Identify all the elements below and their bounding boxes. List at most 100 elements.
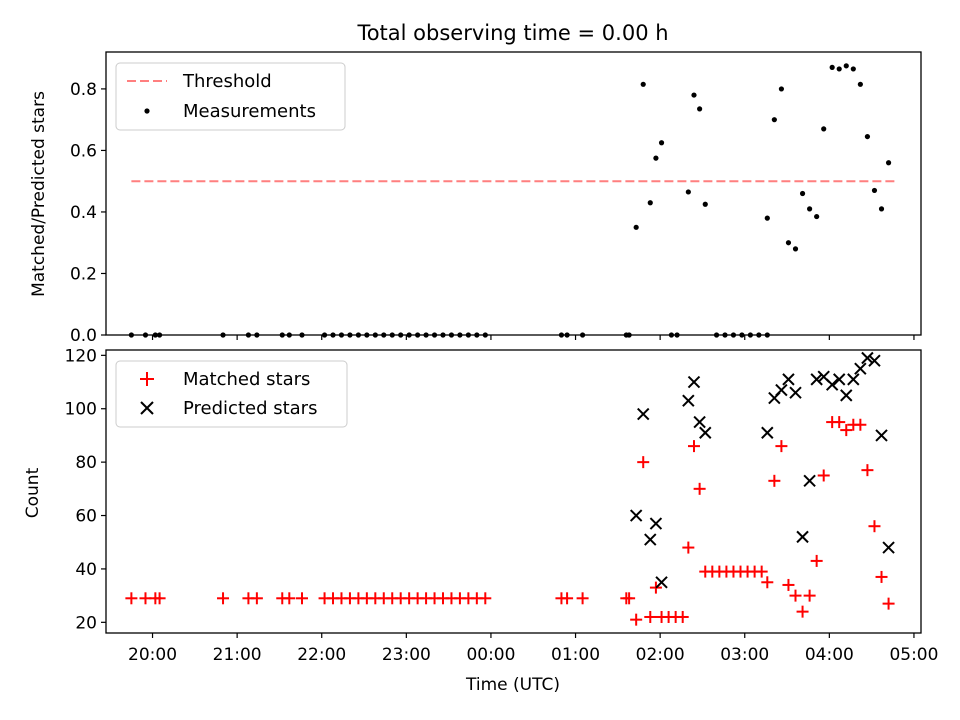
bottom-legend: Matched stars Predicted stars bbox=[115, 360, 348, 428]
bottom-y-tick-label: 60 bbox=[75, 507, 97, 527]
measurement-point bbox=[640, 81, 646, 87]
matched-star-point bbox=[840, 424, 853, 437]
matched-star-point bbox=[775, 440, 788, 453]
predicted-star-point bbox=[761, 426, 774, 439]
matched-star-point bbox=[682, 541, 695, 554]
matched-star-point bbox=[644, 610, 657, 623]
top-plot-frame bbox=[105, 51, 922, 336]
matched-star-point bbox=[630, 613, 643, 626]
measurement-point bbox=[871, 187, 878, 194]
measurement-point bbox=[771, 117, 777, 123]
legend-measurements-label: Measurements bbox=[183, 101, 316, 122]
measurement-point bbox=[647, 200, 653, 206]
matched-star-point bbox=[796, 605, 809, 618]
matched-star-point bbox=[576, 592, 589, 605]
x-tick-label: 04:00 bbox=[805, 645, 854, 665]
matched-star-point bbox=[623, 592, 636, 605]
matched-stars-points bbox=[125, 416, 895, 626]
predicted-star-point bbox=[882, 541, 895, 554]
bottom-y-ticks: 20 40 60 80 100 120 bbox=[65, 346, 106, 633]
bottom-plot-frame bbox=[105, 349, 922, 634]
matched-star-point bbox=[789, 589, 802, 602]
matched-star-point bbox=[755, 565, 768, 578]
predicted-star-point bbox=[655, 576, 668, 589]
measurement-point bbox=[864, 133, 871, 140]
measurement-point bbox=[878, 206, 885, 212]
predicted-star-point bbox=[644, 533, 657, 546]
matched-star-point bbox=[861, 464, 874, 477]
measurement-point bbox=[814, 213, 820, 220]
legend-threshold-label: Threshold bbox=[182, 71, 272, 92]
matched-star-point bbox=[676, 610, 689, 623]
legend-matched-swatch bbox=[140, 372, 154, 386]
matched-star-point bbox=[283, 592, 296, 605]
legend-predicted-label: Predicted stars bbox=[183, 398, 317, 419]
top-legend: Threshold Measurements bbox=[115, 62, 346, 131]
top-y-tick-label: 0.8 bbox=[70, 80, 97, 100]
bottom-y-axis-label: Count bbox=[23, 467, 43, 518]
top-y-axis-label: Matched/Predicted stars bbox=[29, 91, 49, 297]
predicted-star-point bbox=[637, 407, 650, 421]
legend-measurements-swatch bbox=[144, 108, 150, 114]
predicted-star-point bbox=[629, 509, 643, 522]
matched-star-point bbox=[768, 474, 781, 487]
bottom-x-ticks: 20:00 21:00 22:00 23:00 00:00 01:00 02:00 03:00… bbox=[128, 633, 938, 665]
top-y-tick-label: 0.6 bbox=[70, 141, 97, 161]
predicted-star-point bbox=[861, 351, 874, 365]
measurement-point bbox=[829, 64, 835, 70]
matched-star-point bbox=[817, 469, 830, 482]
x-axis-label: Time (UTC) bbox=[465, 675, 560, 695]
matched-star-point bbox=[868, 520, 881, 533]
bottom-y-tick-label: 80 bbox=[75, 453, 97, 473]
measurement-point bbox=[653, 155, 659, 161]
top-y-ticks: 0.0 0.2 0.4 0.6 0.8 bbox=[70, 80, 106, 346]
matched-star-point bbox=[153, 592, 166, 605]
predicted-star-point bbox=[687, 375, 701, 389]
matched-star-point bbox=[250, 592, 263, 605]
x-tick-label: 20:00 bbox=[128, 645, 177, 665]
measurement-point bbox=[807, 206, 813, 212]
matched-star-point bbox=[693, 482, 706, 495]
x-tick-label: 22:00 bbox=[297, 645, 346, 665]
matched-star-point bbox=[217, 592, 230, 605]
predicted-star-point bbox=[782, 373, 795, 386]
measurement-point bbox=[792, 246, 799, 252]
measurement-point bbox=[785, 240, 792, 246]
legend-predicted-swatch bbox=[140, 401, 154, 415]
matched-star-point bbox=[479, 592, 492, 605]
measurement-point bbox=[702, 201, 708, 207]
measurement-point bbox=[885, 160, 892, 166]
predicted-star-point bbox=[840, 389, 853, 402]
predicted-star-point bbox=[875, 429, 888, 442]
x-tick-label: 01:00 bbox=[551, 645, 600, 665]
predicted-star-point bbox=[693, 415, 706, 429]
x-tick-label: 23:00 bbox=[382, 645, 431, 665]
predicted-star-point bbox=[796, 530, 809, 544]
top-y-tick-label: 0.0 bbox=[70, 326, 97, 346]
measurement-point bbox=[778, 86, 785, 92]
top-y-tick-label: 0.4 bbox=[70, 203, 97, 223]
measurement-point bbox=[697, 106, 703, 112]
top-legend-box bbox=[115, 62, 346, 131]
x-tick-label: 02:00 bbox=[636, 645, 685, 665]
x-tick-label: 05:00 bbox=[889, 645, 938, 665]
measurement-point bbox=[850, 66, 856, 72]
matched-star-point bbox=[882, 597, 895, 610]
predicted-stars-points bbox=[629, 351, 895, 589]
measurement-point bbox=[857, 81, 863, 87]
matched-star-point bbox=[125, 592, 138, 605]
measurement-point bbox=[836, 66, 842, 72]
measurement-point bbox=[633, 224, 639, 230]
bottom-y-tick-label: 100 bbox=[65, 400, 97, 420]
predicted-star-point bbox=[810, 373, 823, 386]
predicted-star-point bbox=[803, 474, 816, 488]
matched-star-point bbox=[687, 440, 700, 453]
x-tick-label: 00:00 bbox=[466, 645, 515, 665]
bottom-y-tick-label: 120 bbox=[65, 346, 97, 366]
predicted-star-point bbox=[825, 378, 839, 391]
matched-star-point bbox=[854, 418, 867, 431]
x-tick-label: 21:00 bbox=[213, 645, 262, 665]
top-y-tick-label: 0.2 bbox=[70, 264, 97, 284]
matched-star-point bbox=[782, 578, 795, 591]
